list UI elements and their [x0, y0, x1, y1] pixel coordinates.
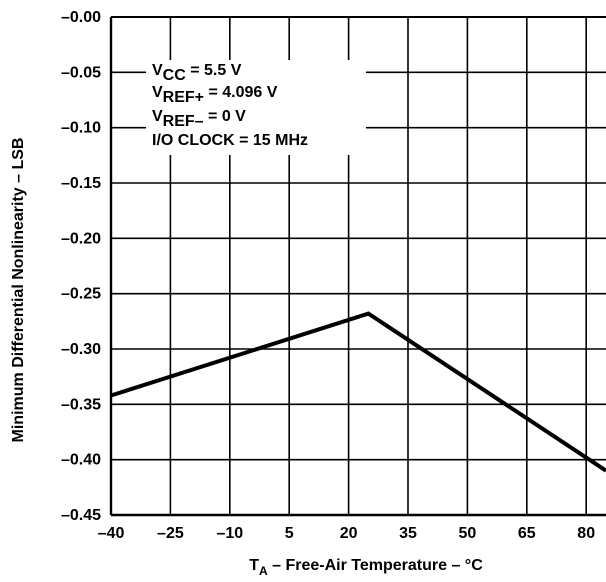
- plot-frame: [109, 16, 606, 517]
- y-axis-label: Minimum Differential Nonlinearity – LSB: [10, 138, 27, 443]
- x-tick-label: –10: [216, 525, 243, 542]
- y-tick-label: –0.40: [61, 452, 101, 469]
- x-tick-label: 50: [459, 525, 477, 542]
- condition-line: VREF– = 0 V: [152, 108, 246, 130]
- conditions-box: [146, 60, 366, 155]
- condition-line: VREF+ = 4.096 V: [152, 84, 278, 106]
- x-tick-label: 35: [399, 525, 417, 542]
- x-tick-labels: –40 –25 –10 5 20 35 50 65 80: [98, 525, 596, 542]
- condition-line: VCC = 5.5 V: [152, 62, 242, 84]
- y-tick-label: –0.00: [61, 9, 101, 26]
- x-tick-label: –40: [98, 525, 125, 542]
- y-tick-label: –0.30: [61, 341, 101, 358]
- x-tick-label: 20: [340, 525, 358, 542]
- y-tick-label: –0.10: [61, 120, 101, 137]
- x-tick-label: –25: [157, 525, 184, 542]
- y-tick-label: –0.45: [61, 507, 101, 524]
- series-line: [110, 311, 606, 473]
- y-tick-label: –0.35: [61, 396, 101, 413]
- x-tick-label: 80: [577, 525, 595, 542]
- y-tick-label: –0.25: [61, 286, 101, 303]
- y-tick-label: –0.15: [61, 175, 101, 192]
- y-tick-label: –0.20: [61, 230, 101, 247]
- x-tick-label: 5: [285, 525, 294, 542]
- series-layer: [110, 311, 606, 473]
- y-tick-labels: –0.00 –0.05 –0.10 –0.15 –0.20 –0.25 –0.30 –0.35…: [61, 9, 101, 524]
- x-tick-label: 65: [518, 525, 536, 542]
- y-tick-label: –0.05: [61, 64, 101, 81]
- x-axis-label: TA – Free-Air Temperature – °C: [249, 557, 483, 578]
- condition-line: I/O CLOCK = 15 MHz: [152, 132, 308, 149]
